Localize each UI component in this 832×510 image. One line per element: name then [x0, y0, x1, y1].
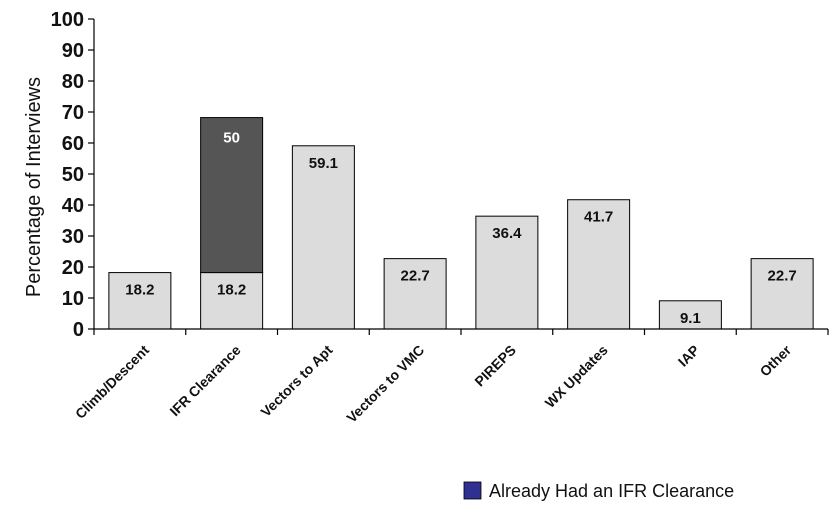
legend-swatch [463, 481, 482, 500]
bar [567, 199, 631, 330]
bar [108, 272, 172, 330]
x-tick-label: Other [757, 341, 795, 379]
legend: Already Had an IFR Clearance [463, 481, 734, 501]
x-tick-label: Vectors to VMC [343, 342, 427, 426]
y-tick-label: 80 [62, 71, 84, 93]
x-tick-label: WX Updates [542, 342, 611, 411]
y-tick-label: 60 [62, 133, 84, 155]
bar [291, 145, 355, 330]
x-tick-label: IAP [675, 342, 703, 370]
data-label: 18.2 [125, 282, 154, 299]
y-tick-label: 90 [62, 40, 84, 62]
bar [475, 215, 539, 330]
data-label: 50 [223, 130, 240, 147]
x-tick-label: Vectors to Apt [257, 342, 335, 420]
data-label: 36.4 [492, 225, 522, 242]
data-label: 18.2 [217, 282, 246, 299]
data-label: 9.1 [680, 310, 701, 327]
bar [383, 258, 447, 330]
y-tick-label: 50 [62, 164, 84, 186]
y-tick-label: 70 [62, 102, 84, 124]
y-tick-label: 20 [62, 257, 84, 279]
data-label: 59.1 [309, 155, 338, 172]
y-tick-label: 30 [62, 226, 84, 248]
axes: 0 10 20 30 40 50 60 70 80 90 100 Climb/Descent IFR C… [51, 9, 829, 426]
y-axis-label: Percentage of Interviews [23, 77, 45, 297]
bar [750, 258, 814, 330]
data-label: 22.7 [768, 268, 797, 285]
legend-label: Already Had an IFR Clearance [489, 481, 734, 501]
data-label: 22.7 [401, 268, 430, 285]
y-tick-label: 100 [51, 9, 84, 31]
bars: 18.2 18.2 50 59.1 22.7 36.4 41.7 9.1 22.7 [108, 117, 814, 330]
bar [200, 272, 264, 330]
data-label: 41.7 [584, 209, 613, 226]
x-tick-label: IFR Clearance [166, 342, 243, 419]
bar-stacked [200, 117, 264, 274]
y-tick-label: 40 [62, 195, 84, 217]
y-tick-label: 0 [73, 319, 84, 341]
x-tick-label: PIREPS [471, 342, 519, 390]
x-tick-label: Climb/Descent [72, 342, 152, 422]
y-tick-label: 10 [62, 288, 84, 310]
